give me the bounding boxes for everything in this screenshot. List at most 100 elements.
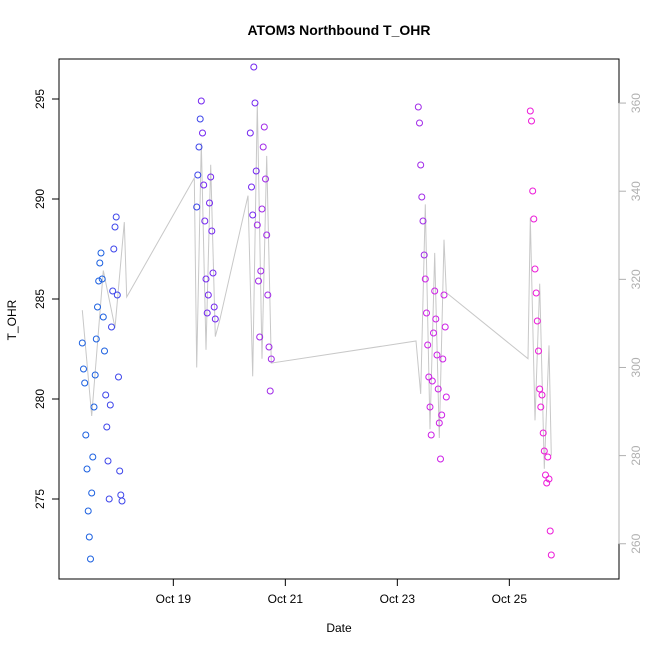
data-point [439, 355, 447, 363]
data-point [425, 373, 433, 381]
data-point [543, 479, 551, 487]
data-point [264, 291, 272, 299]
data-point [209, 269, 217, 277]
data-point [113, 291, 121, 299]
data-point [442, 393, 450, 401]
data-point [418, 193, 426, 201]
points-layer [78, 63, 555, 563]
data-point [263, 231, 271, 239]
data-point [417, 161, 425, 169]
data-point [201, 217, 209, 225]
data-point [424, 341, 432, 349]
line-series [81, 103, 552, 469]
y2-tick-label: 300 [629, 357, 643, 377]
y2-tick-label: 340 [629, 181, 643, 201]
data-point [80, 365, 87, 373]
y-tick-label: 290 [33, 189, 47, 209]
y2-tick-label: 360 [629, 93, 643, 113]
data-point [115, 373, 122, 381]
chart-title: ATOM3 Northbound T_OHR [247, 22, 430, 38]
data-point [427, 431, 435, 439]
data-point [258, 205, 266, 213]
data-point [434, 385, 442, 393]
data-point [433, 351, 441, 359]
data-point [419, 217, 427, 225]
data-point [105, 495, 113, 503]
data-point [255, 277, 262, 285]
y-tick-label: 285 [33, 289, 47, 309]
data-point [199, 129, 206, 137]
data-point [193, 203, 201, 211]
data-point [537, 403, 545, 411]
data-point [532, 289, 540, 297]
data-point [81, 379, 89, 387]
y-tick-label: 280 [33, 389, 47, 409]
data-point [88, 489, 96, 497]
data-point [266, 387, 274, 395]
data-point [544, 453, 552, 461]
y-axis-label: T_OHR [5, 299, 19, 340]
data-point [538, 391, 546, 399]
data-point [95, 277, 103, 285]
data-point [420, 251, 428, 259]
data-point [83, 465, 91, 473]
data-point [246, 129, 254, 137]
data-point [90, 403, 98, 411]
data-point [102, 391, 110, 399]
x-tick-label: Oct 23 [380, 592, 416, 606]
data-point [426, 403, 434, 411]
data-point [84, 507, 92, 515]
data-point [96, 259, 104, 267]
data-point [545, 475, 553, 483]
data-point [210, 303, 218, 311]
data-point [78, 339, 86, 347]
secondary-y-axis: 260 280 300 320 340 360 [618, 93, 643, 554]
data-point [97, 249, 105, 257]
data-point [533, 317, 541, 325]
data-point [526, 107, 534, 115]
data-point [547, 551, 555, 559]
data-point [82, 431, 90, 439]
data-point [260, 123, 268, 131]
line-layer [81, 103, 552, 469]
data-point [208, 227, 216, 235]
x-tick-label: Oct 21 [268, 592, 304, 606]
data-point [195, 143, 203, 151]
y-tick-label: 275 [33, 489, 47, 509]
data-point [103, 423, 111, 431]
data-point [200, 181, 208, 189]
data-point [249, 211, 257, 219]
data-point [530, 215, 538, 223]
data-point [539, 429, 547, 437]
data-point [118, 497, 126, 505]
data-point [104, 457, 112, 465]
data-point [437, 455, 444, 463]
data-point [531, 265, 539, 273]
data-point [101, 347, 108, 355]
y2-tick-label: 280 [629, 445, 643, 465]
x-tick-label: Oct 19 [156, 592, 192, 606]
data-point [85, 533, 93, 541]
data-point [89, 453, 97, 461]
data-point [251, 99, 259, 107]
data-point [206, 199, 213, 207]
data-point [421, 275, 429, 283]
x-axis: Oct 19 Oct 21 Oct 23 Oct 25 [156, 578, 527, 606]
data-point [535, 347, 542, 355]
data-point [440, 291, 448, 299]
data-point [197, 97, 205, 105]
data-point [87, 555, 94, 563]
y-tick-label: 295 [33, 89, 47, 109]
data-point [110, 245, 118, 253]
data-point [111, 223, 119, 231]
data-point [250, 63, 258, 71]
data-point [116, 467, 124, 475]
data-point [117, 491, 125, 499]
data-point [99, 313, 107, 321]
data-point [248, 183, 255, 191]
data-point [257, 267, 265, 275]
data-point [202, 275, 210, 283]
y2-tick-label: 260 [629, 533, 643, 553]
data-point [542, 471, 549, 479]
